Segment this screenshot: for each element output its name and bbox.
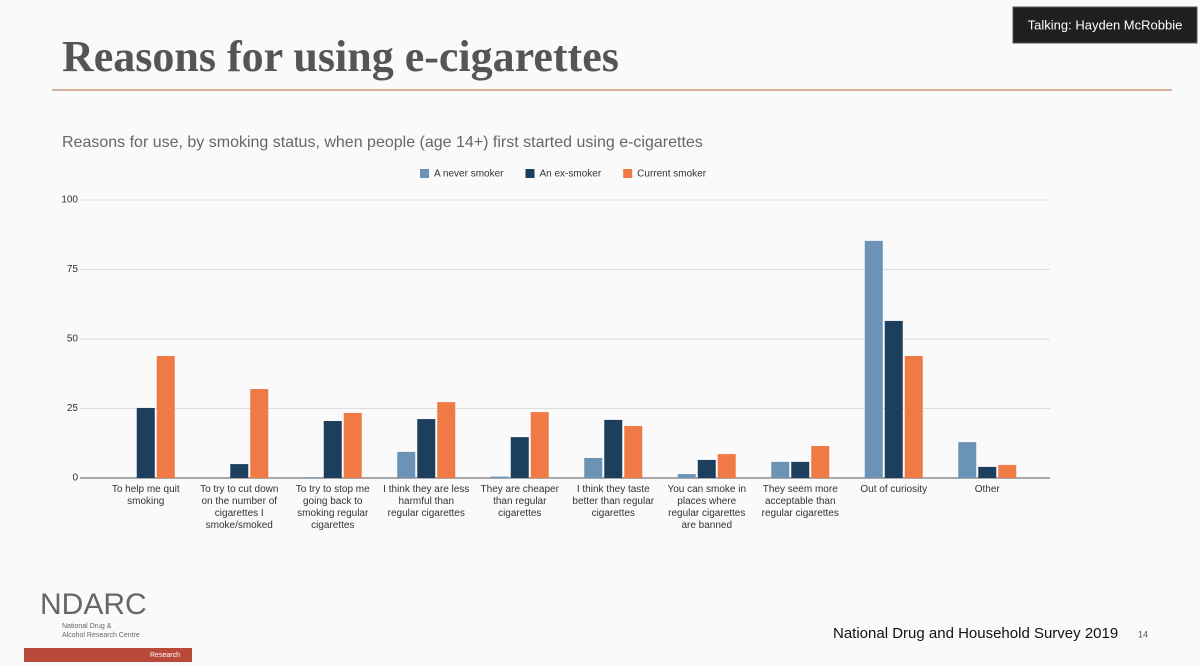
logo-bar-text: Research [150,652,180,659]
y-tick-label: 50 [67,334,79,345]
legend-label: A never smoker [434,169,504,180]
bar [811,446,830,478]
x-tick-label: Other [974,484,1000,495]
bar [624,426,643,478]
legend-swatch [420,169,429,178]
x-tick-label: They seem more acceptable than regular c… [761,484,839,519]
bar [677,474,696,478]
y-tick-label: 0 [72,473,78,484]
legend-label: Current smoker [637,169,707,180]
bar [604,419,623,478]
slide-title: Reasons for using e-cigarettes [62,32,619,81]
bar [490,476,509,478]
x-tick-label: I think they taste better than regular c… [572,484,655,519]
bar [250,389,269,478]
legend-label: An ex-smoker [539,169,601,180]
logo-line: Alcohol Research Centre [62,632,140,639]
y-tick-label: 100 [61,195,78,206]
bar [998,464,1017,478]
chart-title: Reasons for use, by smoking status, when… [62,134,703,151]
bar [303,477,322,478]
x-tick-label: I think they are less harmful than regul… [383,484,470,519]
bar [510,437,529,478]
bar [771,461,790,478]
x-tick-label: To try to cut down on the number of ciga… [200,484,279,531]
bar [717,454,736,478]
logo-line: National Drug & [62,623,112,630]
bar [884,320,903,478]
logo: NDARC [40,588,147,621]
bar [343,412,362,478]
bar [864,240,883,478]
bar [904,355,923,478]
y-tick-label: 75 [67,264,79,275]
x-tick-label: To try to stop me going back to smoking … [295,484,370,531]
bar [958,442,977,478]
bar [437,402,456,478]
x-tick-label: To help me quit smoking [111,484,180,507]
y-tick-label: 25 [67,403,79,414]
bar [791,461,810,478]
bar [697,459,716,478]
talking-label: Talking: Hayden McRobbie [1028,17,1183,32]
logo-bar [24,648,192,662]
bar [156,355,175,478]
legend-swatch [525,169,535,178]
bar [417,419,436,478]
page-number: 14 [1138,629,1148,639]
legend-swatch [623,169,633,178]
bar [323,421,342,478]
x-tick-label: They are cheaper than regular cigarettes [480,484,559,519]
footer: National Drug and Household Survey 2019 [833,625,1118,642]
x-tick-label: You can smoke in places where regular ci… [667,484,747,531]
bar [136,407,155,478]
bar [230,464,249,478]
bar [584,457,603,478]
bar [978,466,997,478]
bar [530,412,549,478]
talking-box [1012,6,1198,44]
bar [397,451,416,478]
x-tick-label: Out of curiosity [860,484,928,495]
